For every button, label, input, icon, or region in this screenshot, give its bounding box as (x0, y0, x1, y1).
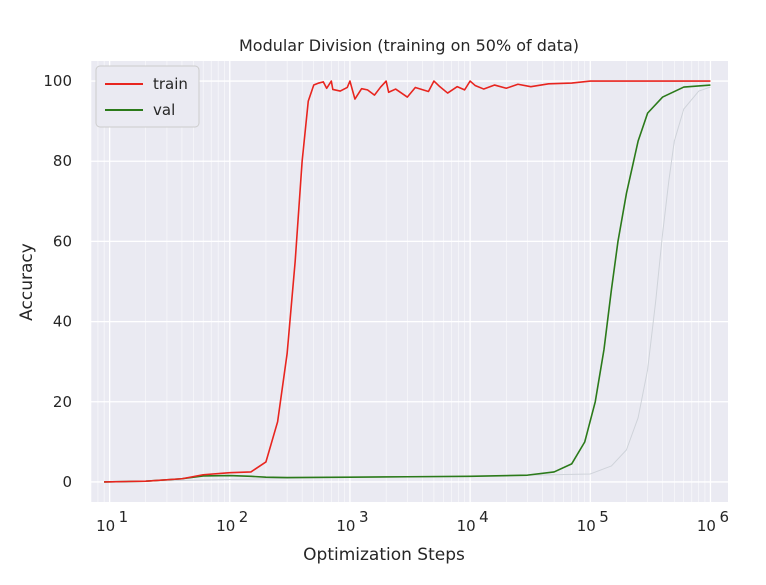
x-axis-ticks: 10 1 10 2 10 3 10 4 10 5 10 6 (96, 508, 729, 535)
y-tick-label: 100 (43, 72, 72, 90)
y-tick-label: 0 (62, 473, 72, 491)
legend: train val (95, 65, 200, 128)
x-tick-label: 10 (336, 517, 355, 535)
x-tick-exponent: 1 (119, 508, 129, 526)
x-tick-exponent: 2 (239, 508, 249, 526)
x-tick-exponent: 6 (719, 508, 729, 526)
x-tick-exponent: 4 (479, 508, 489, 526)
legend-label-val: val (153, 101, 175, 119)
x-tick-exponent: 5 (599, 508, 609, 526)
x-tick-label: 10 (697, 517, 716, 535)
legend-label-train: train (153, 75, 188, 93)
y-tick-label: 40 (53, 313, 72, 331)
series-layer (104, 80, 711, 483)
series-val-line (104, 84, 711, 483)
grid (90, 61, 728, 502)
plot-area (91, 61, 728, 502)
x-tick-label: 10 (216, 517, 235, 535)
x-tick-label: 10 (457, 517, 476, 535)
y-axis-label: Accuracy (17, 243, 37, 321)
y-tick-label: 80 (53, 152, 72, 170)
x-tick-exponent: 3 (359, 508, 369, 526)
chart-title: Modular Division (training on 50% of dat… (239, 36, 579, 55)
legend-box (95, 65, 200, 128)
y-tick-label: 60 (53, 232, 72, 250)
x-tick-label: 10 (577, 517, 596, 535)
y-axis-ticks: 0 20 40 60 80 100 (43, 72, 72, 491)
x-tick-label: 10 (96, 517, 115, 535)
y-tick-label: 20 (53, 393, 72, 411)
series-train-line (104, 80, 711, 483)
x-axis-label: Optimization Steps (303, 545, 465, 565)
